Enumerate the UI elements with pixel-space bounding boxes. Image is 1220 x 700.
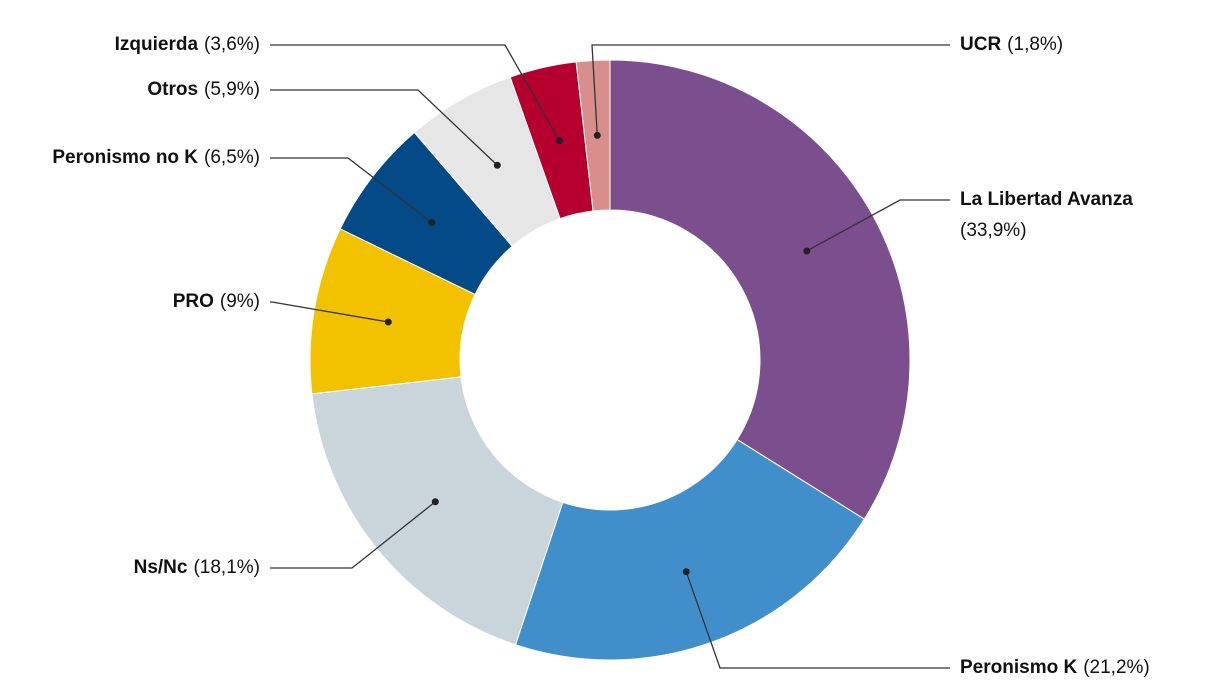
slice-label: Peronismo no K (6,5%) [52, 147, 260, 168]
slice-name: UCR [960, 34, 1001, 55]
value-label: (21,2%) [1083, 657, 1150, 678]
slice-name: Otros [147, 79, 198, 100]
slice-label: Peronismo K (21,2%) [960, 657, 1150, 678]
donut-slice [575, 59, 611, 212]
slice-name: Izquierda [115, 34, 199, 55]
leader-dot [428, 219, 436, 227]
leader-dot [682, 568, 690, 576]
slice-label: UCR (1,8%) [960, 34, 1063, 55]
slice-value-label: (33,9%) [960, 220, 1027, 241]
leader-dot [384, 318, 392, 326]
leader-line [270, 301, 389, 323]
slice-name: Peronismo no K [52, 147, 198, 168]
value-label: (18,1%) [193, 557, 260, 578]
leader-dot [556, 137, 564, 145]
leader-line [270, 44, 561, 142]
leader-line [270, 501, 436, 569]
slice-label: Otros (5,9%) [147, 79, 260, 100]
slice-label: Ns/Nc (18,1%) [134, 557, 260, 578]
leader-line [270, 89, 498, 166]
slice-label: PRO (9%) [173, 291, 260, 312]
leader-line [806, 199, 950, 252]
slice-label: La Libertad Avanza [960, 189, 1133, 210]
donut-slice [609, 59, 911, 520]
donut-slice [311, 376, 564, 646]
value-label: (9%) [220, 291, 260, 312]
leader-dot [593, 131, 601, 139]
value-label: (5,9%) [204, 79, 260, 100]
slice-name: PRO [173, 291, 214, 312]
donut-slice [514, 438, 865, 661]
value-label: (33,9%) [960, 220, 1027, 241]
value-label: (1,8%) [1007, 34, 1063, 55]
slice-label: Izquierda (3,6%) [115, 34, 260, 55]
value-label: (3,6%) [204, 34, 260, 55]
value-label: (6,5%) [204, 147, 260, 168]
leader-line [685, 571, 950, 669]
slice-name: La Libertad Avanza [960, 189, 1133, 210]
leader-line [591, 44, 950, 136]
leader-dot [803, 247, 811, 255]
slice-name: Ns/Nc [134, 557, 188, 578]
leader-dot [493, 161, 501, 169]
leader-dot [431, 498, 439, 506]
leader-line [270, 157, 433, 224]
slice-name: Peronismo K [960, 657, 1077, 678]
